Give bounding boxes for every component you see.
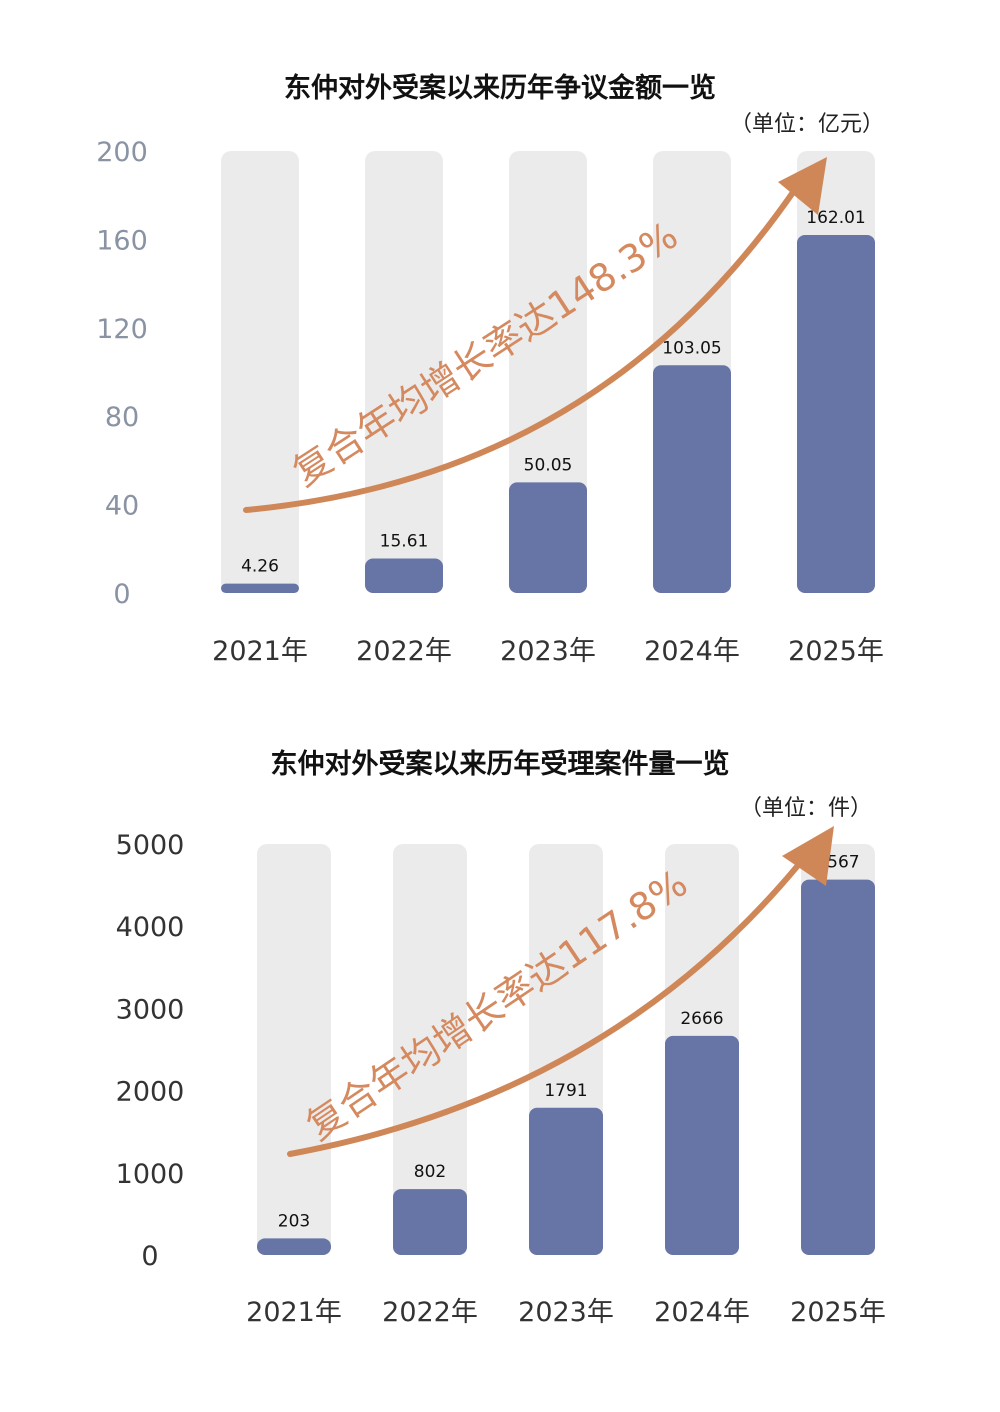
cases-chart-panel: 东仲对外受案以来历年受理案件量一览 （单位：件） 0 1000 2000 3000 40… [0,700,1000,1400]
cases-bar [665,1035,739,1255]
amount-ytick-label: 80 [105,402,139,433]
cases-ytick-label: 0 [141,1241,158,1272]
cases-growth-arrowhead [782,826,834,886]
cases-growth-annotation: 复合年均增长率达117.8% [298,861,695,1149]
amount-data-label: 162.01 [806,208,865,228]
amount-xtick-label: 2022年 [356,636,452,667]
cases-bar [393,1189,467,1255]
amount-xtick-label: 2024年 [644,636,740,667]
cases-data-label: 802 [414,1162,446,1182]
cases-bar-track [257,844,331,1255]
cases-xtick-label: 2021年 [246,1297,342,1328]
cases-data-label: 203 [278,1211,310,1231]
cases-xtick-label: 2024年 [654,1297,750,1328]
amount-ytick-label: 0 [113,579,130,610]
amount-bar [221,583,299,593]
cases-unit-label: （单位：件） [740,796,873,821]
amount-bar-track [365,151,443,593]
cases-data-label: 1791 [544,1081,587,1101]
amount-ytick-label: 40 [105,491,139,522]
amount-bar [509,482,587,593]
cases-ytick-label: 1000 [116,1159,185,1190]
amount-growth-arrowhead [778,157,827,215]
cases-xtick-label: 2025年 [790,1297,886,1328]
cases-ytick-label: 2000 [116,1077,185,1108]
amount-growth-arrow [243,185,799,513]
cases-ytick-label: 3000 [116,994,185,1025]
amount-ytick-label: 200 [96,137,148,168]
amount-bar-track [221,151,299,593]
amount-xtick-label: 2025年 [788,636,884,667]
cases-bar-chart: 0 1000 2000 3000 4000 5000 203 2021年 802 2022年 179… [116,826,886,1328]
cases-ytick-label: 4000 [116,912,185,943]
amount-bar-chart: 0 40 80 120 160 200 4.26 2021年 15.61 2022年 50.05 20… [96,137,884,667]
amount-data-label: 4.26 [241,557,279,577]
cases-data-label: 2666 [680,1009,723,1029]
cases-bar [529,1107,603,1255]
cases-bar-track [393,844,467,1255]
amount-ytick-label: 120 [96,314,148,345]
cases-bar [801,879,875,1255]
amount-xtick-label: 2023年 [500,636,596,667]
cases-bar [257,1238,331,1255]
amount-bar [797,234,875,594]
amount-bar [653,365,731,593]
amount-data-label: 103.05 [662,338,721,358]
cases-chart-title: 东仲对外受案以来历年受理案件量一览 [270,749,730,780]
amount-chart-panel: 东仲对外受案以来历年争议金额一览 （单位：亿元） 0 40 80 120 160 200 4… [0,0,1000,690]
amount-data-label: 15.61 [380,532,429,552]
amount-bar [365,558,443,593]
cases-ytick-label: 5000 [116,830,185,861]
amount-unit-label: （单位：亿元） [730,112,885,137]
amount-xtick-label: 2021年 [212,636,308,667]
amount-data-label: 50.05 [524,455,573,475]
cases-growth-arrow [287,860,803,1157]
cases-xtick-label: 2023年 [518,1297,614,1328]
amount-ytick-label: 160 [96,225,148,256]
amount-chart-title: 东仲对外受案以来历年争议金额一览 [284,73,716,104]
cases-xtick-label: 2022年 [382,1297,478,1328]
